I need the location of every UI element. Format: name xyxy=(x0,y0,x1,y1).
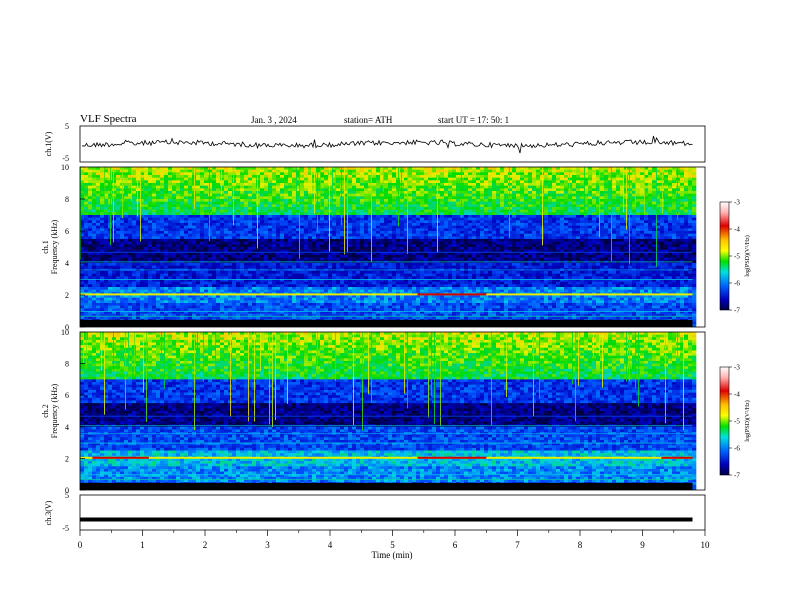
ch3-voltage-axis-label: ch.3(V) xyxy=(44,500,53,525)
ch1-cb-tick--6: -6 xyxy=(734,280,740,288)
ch2-channel-label: ch.2 xyxy=(41,404,50,418)
ch1-cb-tick--5: -5 xyxy=(734,253,740,261)
ch1-colorbar-gradient xyxy=(719,201,730,311)
ch1-cb-tick--3: -3 xyxy=(734,199,740,207)
ch1-cb-tick--4: -4 xyxy=(734,226,740,234)
ch1-waveform-line xyxy=(81,135,693,154)
ch2-spectrogram-panel: 0 2 4 6 8 10 ch.2 Frequency (kHz) xyxy=(41,328,706,495)
time-tick-3: 3 xyxy=(265,540,270,550)
ch1-freq-tick-4: 4 xyxy=(65,259,69,268)
time-tick-2: 2 xyxy=(203,540,208,550)
time-tick-0: 0 xyxy=(78,540,83,550)
ch1-freq-tick-0: 0 xyxy=(65,323,69,332)
ch1-freq-tick-8: 8 xyxy=(65,195,69,204)
start-time-label: start UT = 17: 50: 1 xyxy=(438,115,510,125)
ch1-voltage-axis-label: ch.1(V) xyxy=(44,131,53,156)
ch2-cb-tick--5: -5 xyxy=(734,418,740,426)
ch3-waveform-frame xyxy=(79,494,706,531)
ch2-cb-tick--3: -3 xyxy=(734,364,740,372)
ch3-tick-neg5: -5 xyxy=(62,524,69,533)
ch1-tick-neg5: -5 xyxy=(62,154,69,163)
ch2-cb-tick--4: -4 xyxy=(734,391,740,399)
chart-title: VLF Spectra xyxy=(80,113,137,125)
station-label: station= ATH xyxy=(344,115,393,125)
ch2-cb-tick--7: -7 xyxy=(734,472,740,480)
time-tick-4: 4 xyxy=(328,540,333,550)
ch2-cb-tick--6: -6 xyxy=(734,445,740,453)
time-tick-5: 5 xyxy=(390,540,395,550)
time-tick-7: 7 xyxy=(515,540,520,550)
ch2-freq-tick-0: 0 xyxy=(65,486,69,495)
ch2-freq-tick-4: 4 xyxy=(65,423,69,432)
ch1-colorbar-label: log(PSD)(V²/Hz) xyxy=(744,235,751,276)
ch2-freq-tick-6: 6 xyxy=(65,391,69,400)
ch1-freq-tick-2: 2 xyxy=(65,291,69,300)
ch1-spectrogram-panel: 0 2 4 6 8 10 ch.1 Frequency (kHz) xyxy=(41,163,706,332)
ch1-freq-tick-10: 10 xyxy=(61,163,69,172)
ch1-waveform-panel: 5 -5 ch.1(V) xyxy=(44,122,706,163)
ch3-tick-5: 5 xyxy=(65,491,69,500)
ch2-freq-tick-2: 2 xyxy=(65,454,69,463)
time-tick-9: 9 xyxy=(640,540,645,550)
time-axis-label: Time (min) xyxy=(372,550,413,560)
ch3-waveform-panel: 5 -5 ch.3(V) 0 1 2 3 4 5 6 7 8 9 10 Time (min) xyxy=(44,491,710,560)
ch2-colorbar: -3 -4 -5 -6 -7 log(PSD)(V²/Hz) xyxy=(719,364,751,480)
ch2-colorbar-gradient xyxy=(719,366,730,476)
ch1-freq-tick-6: 6 xyxy=(65,227,69,236)
ch1-waveform-frame xyxy=(79,125,706,163)
ch2-spectrogram-frame xyxy=(79,331,706,491)
ch1-spectrogram-frame xyxy=(79,166,706,328)
ch2-colorbar-label: log(PSD)(V²/Hz) xyxy=(744,400,751,441)
ch2-spectrogram-image xyxy=(80,332,697,490)
ch1-frequency-axis-label: Frequency (kHz) xyxy=(50,219,59,274)
time-tick-8: 8 xyxy=(578,540,583,550)
ch1-cb-tick--7: -7 xyxy=(734,307,740,315)
ch1-channel-label: ch.1 xyxy=(41,240,50,254)
ch1-colorbar: -3 -4 -5 -6 -7 log(PSD)(V²/Hz) xyxy=(719,199,751,315)
time-tick-6: 6 xyxy=(453,540,458,550)
time-tick-10: 10 xyxy=(701,540,711,550)
ch1-tick-5: 5 xyxy=(65,122,69,131)
ch1-spectrogram-image xyxy=(80,167,697,327)
time-tick-1: 1 xyxy=(140,540,145,550)
ch2-freq-tick-8: 8 xyxy=(65,360,69,369)
date-label: Jan. 3 , 2024 xyxy=(251,115,297,125)
ch2-frequency-axis-label: Frequency (kHz) xyxy=(50,383,59,438)
ch2-freq-tick-10: 10 xyxy=(61,328,69,337)
